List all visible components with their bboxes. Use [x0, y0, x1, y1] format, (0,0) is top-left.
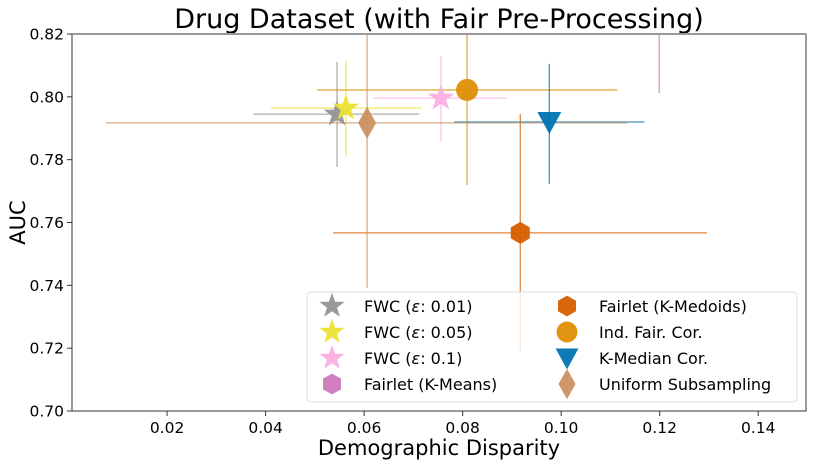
legend-entry: FWC (ε: 0.1): [319, 344, 462, 369]
legend-label: Ind. Fair. Cor.: [599, 323, 703, 342]
data-point: [358, 106, 377, 139]
y-tick-label: 0.78: [29, 151, 64, 169]
legend-entry: FWC (ε: 0.05): [319, 318, 473, 343]
x-axis-label: Demographic Disparity: [318, 436, 560, 460]
x-tick-label: 0.06: [347, 419, 382, 437]
data-point: [323, 100, 351, 126]
legend-entry: Ind. Fair. Cor.: [556, 321, 703, 343]
x-tick-label: 0.12: [642, 419, 677, 437]
legend-marker: [323, 373, 341, 395]
y-tick-label: 0.80: [29, 88, 64, 106]
legend-marker: [319, 318, 345, 343]
legend-label: FWC (ε: 0.01): [364, 297, 473, 316]
data-markers: [323, 78, 562, 244]
y-axis-ticks: 0.70 0.72 0.74 0.76 0.78 0.80 0.82: [29, 26, 72, 421]
legend-label: Fairlet (K-Means): [364, 375, 497, 394]
y-tick-label: 0.76: [29, 214, 64, 232]
legend-entry: FWC (ε: 0.01): [319, 292, 473, 317]
data-point: [332, 94, 360, 120]
legend-marker: [558, 295, 576, 317]
legend-label: FWC (ε: 0.1): [364, 349, 462, 368]
data-point: [456, 78, 479, 101]
legend-marker: [319, 292, 345, 317]
legend-box: [306, 291, 798, 403]
x-axis-ticks: 0.02 0.04 0.06 0.08 0.10 0.12 0.14: [150, 411, 776, 437]
chart-title: Drug Dataset (with Fair Pre-Processing): [174, 4, 704, 35]
legend-label: K-Median Cor.: [599, 349, 708, 368]
legend-entry: K-Median Cor.: [555, 348, 708, 370]
data-point: [510, 221, 530, 244]
data-point: [427, 84, 455, 110]
y-axis-label: AUC: [6, 200, 30, 244]
x-tick-label: 0.10: [544, 419, 579, 437]
legend-marker: [556, 321, 578, 343]
legend: FWC (ε: 0.01) FWC (ε: 0.05) FWC (ε: 0.1) Fa…: [306, 291, 798, 403]
legend-label: Fairlet (K-Medoids): [599, 297, 747, 316]
data-point: [537, 111, 562, 134]
legend-marker: [558, 368, 576, 400]
y-tick-label: 0.74: [29, 277, 64, 295]
y-tick-label: 0.82: [29, 26, 64, 44]
y-tick-label: 0.72: [29, 340, 64, 358]
legend-label: Uniform Subsampling: [599, 375, 771, 394]
legend-entry: Fairlet (K-Medoids): [558, 295, 747, 317]
legend-entry: Fairlet (K-Means): [323, 373, 497, 395]
x-tick-label: 0.04: [248, 419, 283, 437]
legend-entry: Uniform Subsampling: [558, 368, 771, 400]
legend-label: FWC (ε: 0.05): [364, 323, 473, 342]
x-tick-label: 0.08: [445, 419, 480, 437]
legend-marker: [319, 344, 345, 369]
x-tick-label: 0.14: [741, 419, 776, 437]
legend-marker: [555, 348, 579, 370]
y-tick-label: 0.70: [29, 403, 64, 421]
x-tick-label: 0.02: [150, 419, 185, 437]
